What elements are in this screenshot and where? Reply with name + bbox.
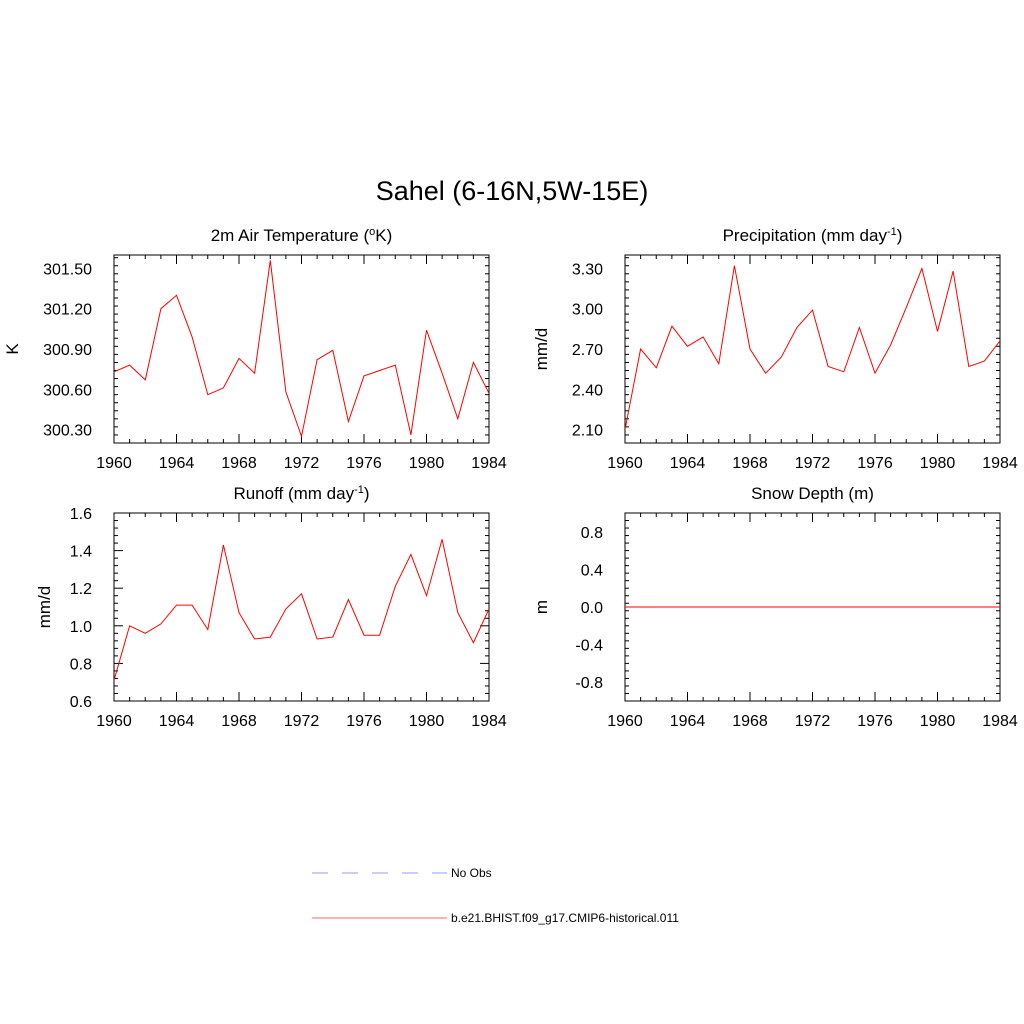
x-tick-label: 1960 — [607, 713, 643, 730]
y-tick-label: 300.60 — [43, 382, 92, 399]
panel-snow-depth: Snow Depth (m) 1960 1964 1968 1972 1976 1980 19… — [532, 484, 1018, 730]
panel-title: 2m Air Temperature (oK) — [211, 226, 393, 245]
y-tick-label: 0.8 — [581, 525, 603, 542]
panel-precipitation: Precipitation (mm day-1) 1960 1964 1968 1972… — [532, 226, 1018, 472]
panel-title-part: Precipitation (mm day — [723, 226, 888, 245]
y-tick-label: 2.70 — [572, 342, 603, 359]
x-tick-label: 1960 — [96, 713, 132, 730]
y-axis-label: K — [3, 343, 22, 355]
y-tick-label: 301.20 — [43, 302, 92, 319]
y-tick-label: 3.30 — [572, 261, 603, 278]
x-tick-label: 1980 — [920, 455, 956, 472]
y-tick-label: 2.40 — [572, 382, 603, 399]
series-line — [625, 265, 1000, 430]
y-axis-label: mm/d — [532, 328, 551, 371]
x-tick-label: 1976 — [346, 455, 382, 472]
x-tick-label: 1964 — [159, 455, 195, 472]
panel-title-part: o — [369, 226, 375, 238]
legend-entry: b.e21.BHIST.f09_g17.CMIP6-historical.011 — [312, 911, 679, 925]
y-axis-label: mm/d — [35, 586, 54, 629]
panel-title: Snow Depth (m) — [751, 484, 874, 503]
x-tick-label: 1972 — [795, 455, 831, 472]
y-tick-label: 0.0 — [581, 600, 603, 617]
y-tick-label: 300.90 — [43, 342, 92, 359]
y-tick-label: 0.8 — [70, 656, 92, 673]
x-tick-label: 1964 — [670, 455, 706, 472]
y-tick-label: 300.30 — [43, 423, 92, 440]
x-tick-label: 1968 — [732, 713, 768, 730]
x-tick-label: 1972 — [284, 713, 320, 730]
y-tick-label: -0.4 — [575, 638, 603, 655]
plot-frame — [113, 512, 490, 702]
x-tick-label: 1980 — [409, 713, 445, 730]
y-tick-label: 1.2 — [70, 581, 92, 598]
y-tick-label: 2.10 — [572, 423, 603, 440]
x-tick-label: 1984 — [471, 713, 507, 730]
x-tick-label: 1964 — [670, 713, 706, 730]
panel-title: Runoff (mm day-1) — [233, 484, 369, 503]
x-tick-label: 1984 — [982, 455, 1018, 472]
plot-frame — [624, 254, 1001, 444]
panel-title: Precipitation (mm day-1) — [723, 226, 903, 245]
x-tick-label: 1960 — [607, 455, 643, 472]
panel-title-part: -1 — [354, 484, 364, 496]
legend-entry: No Obs — [312, 866, 492, 880]
x-tick-label: 1972 — [795, 713, 831, 730]
y-tick-label: 3.00 — [572, 302, 603, 319]
x-tick-label: 1984 — [471, 455, 507, 472]
panel-title-part: Runoff (mm day — [233, 484, 354, 503]
panel-title-part: ) — [897, 226, 903, 245]
y-tick-label: 1.0 — [70, 619, 92, 636]
panel-temperature: 2m Air Temperature (oK) 1960 1964 1968 1972 1… — [3, 226, 507, 472]
panel-title-part: Snow Depth (m) — [751, 484, 874, 503]
y-tick-label: 1.6 — [70, 506, 92, 523]
panel-runoff: Runoff (mm day-1) 1960 1964 1968 1972 1976 198… — [35, 484, 507, 730]
panel-title-part: ) — [364, 484, 370, 503]
x-tick-label: 1984 — [982, 713, 1018, 730]
x-tick-label: 1980 — [409, 455, 445, 472]
x-tick-label: 1980 — [920, 713, 956, 730]
panel-title-part: K) — [375, 226, 392, 245]
y-tick-label: 0.4 — [581, 562, 603, 579]
plot-frame — [113, 254, 490, 444]
panel-title-part: -1 — [887, 226, 897, 238]
y-tick-label: 1.4 — [70, 544, 92, 561]
y-axis-label: m — [532, 600, 551, 614]
x-tick-label: 1972 — [284, 455, 320, 472]
x-tick-label: 1960 — [96, 455, 132, 472]
legend: No Obs b.e21.BHIST.f09_g17.CMIP6-historic… — [312, 866, 679, 925]
series-line — [114, 260, 489, 439]
y-tick-label: 0.6 — [70, 694, 92, 711]
x-tick-label: 1968 — [221, 455, 257, 472]
y-tick-label: -0.8 — [575, 675, 603, 692]
x-tick-label: 1976 — [346, 713, 382, 730]
y-tick-label: 301.50 — [43, 261, 92, 278]
x-tick-label: 1976 — [857, 455, 893, 472]
x-tick-label: 1968 — [221, 713, 257, 730]
x-tick-label: 1968 — [732, 455, 768, 472]
chart-panels: 2m Air Temperature (oK)1960 1964 1968 1972 1… — [3, 226, 1018, 730]
panel-title-part: 2m Air Temperature ( — [211, 226, 370, 245]
figure-title: Sahel (6-16N,5W-15E) — [376, 176, 649, 206]
x-tick-label: 1964 — [159, 713, 195, 730]
x-tick-label: 1976 — [857, 713, 893, 730]
legend-label: No Obs — [451, 866, 492, 880]
series-line — [114, 539, 489, 681]
legend-label: b.e21.BHIST.f09_g17.CMIP6-historical.011 — [451, 911, 679, 925]
